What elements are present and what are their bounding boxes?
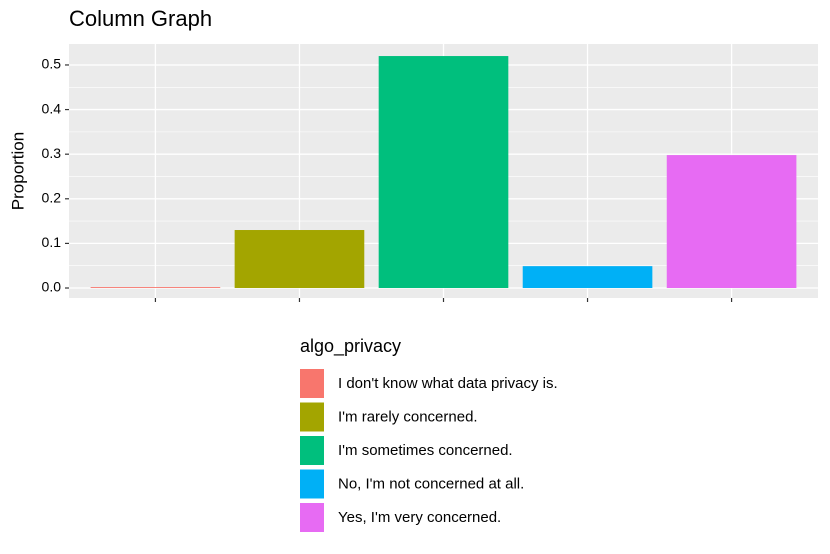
legend-label: No, I'm not concerned at all. xyxy=(338,475,524,492)
y-tick-label: 0.0 xyxy=(42,279,62,295)
legend-label: I'm rarely concerned. xyxy=(338,408,478,425)
bar xyxy=(378,56,509,289)
legend-label: Yes, I'm very concerned. xyxy=(338,509,501,526)
bar xyxy=(234,230,365,289)
y-axis-label: Proportion xyxy=(8,132,27,210)
legend-label: I'm sometimes concerned. xyxy=(338,442,513,459)
legend-key xyxy=(300,402,324,432)
bar xyxy=(522,266,653,289)
legend-key xyxy=(300,503,324,532)
y-tick-label: 0.2 xyxy=(42,189,62,205)
y-tick-label: 0.1 xyxy=(42,234,62,250)
legend-key xyxy=(300,436,324,465)
legend-key xyxy=(300,369,324,398)
y-tick-label: 0.4 xyxy=(42,100,62,116)
legend-title: algo_privacy xyxy=(300,336,401,357)
bar xyxy=(90,287,221,289)
bar xyxy=(666,155,797,289)
y-tick-label: 0.3 xyxy=(42,145,62,161)
legend-label: I don't know what data privacy is. xyxy=(338,375,558,392)
chart-title: Column Graph xyxy=(69,6,212,31)
legend-key xyxy=(300,469,324,499)
y-tick-label: 0.5 xyxy=(42,56,62,72)
